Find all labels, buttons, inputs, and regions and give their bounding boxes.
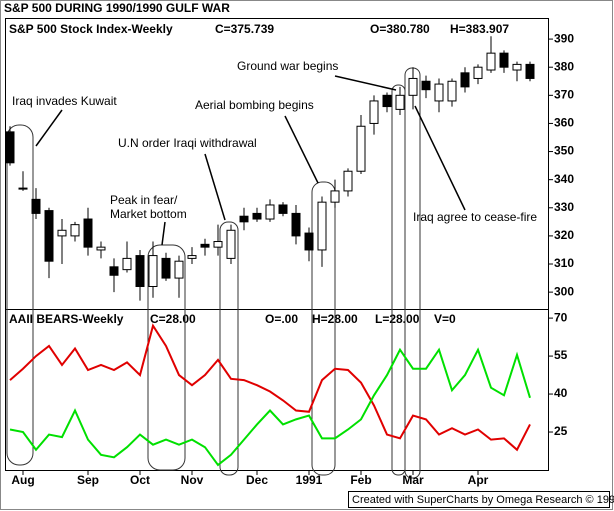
annotation-shapes — [6, 67, 466, 479]
arrow — [414, 105, 466, 211]
header: S&P 500 Stock Index-Weekly — [9, 22, 173, 36]
annotation: Ground war begins — [237, 59, 338, 73]
arrow — [35, 109, 63, 147]
candle-body — [44, 210, 54, 262]
footer-box — [348, 491, 610, 508]
y-tick-label: 330 — [554, 200, 574, 214]
x-tick-label: Nov — [181, 473, 204, 487]
candle-body — [252, 212, 262, 220]
candle-body — [356, 125, 366, 172]
x-tick-label: Aug — [11, 473, 34, 487]
candle-body — [473, 66, 483, 79]
series-line — [9, 323, 531, 452]
y-tick-label: 25 — [554, 424, 568, 438]
candle-body — [5, 131, 15, 164]
y-tick-label: 370 — [554, 87, 574, 101]
plot-frame — [5, 18, 549, 471]
y-tick-label: 360 — [554, 116, 574, 130]
y-tick-label: 310 — [554, 256, 574, 270]
candle-body — [499, 52, 509, 68]
candle-body — [460, 72, 470, 88]
candle-body — [122, 257, 132, 271]
candle-body — [31, 198, 41, 214]
candle-body — [421, 80, 431, 91]
annotation: Iraq invades Kuwait — [12, 94, 117, 108]
candle-body — [525, 63, 535, 79]
candle-body — [343, 170, 353, 192]
annotation: Aerial bombing begins — [195, 98, 314, 112]
header: O=380.780 — [370, 22, 430, 36]
header: H=383.907 — [450, 22, 509, 36]
y-tick-label: 320 — [554, 228, 574, 242]
y-tick-label: 350 — [554, 144, 574, 158]
candle-body — [330, 190, 340, 203]
candle-body — [395, 94, 405, 110]
header: L=28.00 — [375, 312, 420, 326]
candle-body — [486, 52, 496, 71]
chart-title: S&P 500 DURING 1990/1990 GULF WAR — [4, 1, 230, 15]
header: AAII BEARS-Weekly — [9, 312, 124, 326]
candle-body — [70, 224, 80, 237]
x-tick-label: Oct — [130, 473, 150, 487]
candle-body — [239, 215, 249, 223]
candle-body — [18, 187, 28, 190]
x-tick-label: Apr — [468, 473, 489, 487]
candle-body — [161, 257, 171, 279]
y-tick-label: 380 — [554, 59, 574, 73]
candle-body — [291, 212, 301, 237]
candle-body — [408, 77, 418, 96]
candle-body — [109, 266, 119, 276]
highlight-oval — [147, 244, 186, 471]
candle-body — [174, 260, 184, 279]
y-tick-label: 340 — [554, 172, 574, 186]
candle-body — [447, 80, 457, 102]
candle-body — [512, 63, 522, 71]
highlight-oval — [219, 221, 239, 476]
candle-body — [317, 201, 327, 251]
arrow — [334, 75, 397, 91]
candle-body — [226, 229, 236, 259]
header: O=.00 — [265, 312, 298, 326]
arrow — [161, 221, 166, 246]
candle-body — [434, 83, 444, 102]
x-tick-label: Sep — [77, 473, 99, 487]
annotation: Market bottom — [110, 207, 187, 221]
candle-body — [200, 243, 210, 248]
candle-body — [369, 100, 379, 124]
annotation: Iraq agree to cease-fire — [413, 210, 537, 224]
y-tick-label: 390 — [554, 31, 574, 45]
arrow — [284, 115, 319, 184]
x-tick-label: Mar — [402, 473, 424, 487]
header: C=28.00 — [150, 312, 196, 326]
candle-body — [382, 94, 392, 108]
x-tick-label: 1991 — [296, 473, 323, 487]
candle-body — [265, 204, 275, 220]
highlight-oval — [311, 181, 336, 476]
candle-body — [57, 229, 67, 237]
annotation: Peak in fear/ — [110, 193, 178, 207]
footer: Created with SuperCharts by Omega Resear… — [352, 494, 614, 506]
candle-body — [213, 241, 223, 248]
y-tick-label: 40 — [554, 386, 568, 400]
candle-body — [187, 255, 197, 259]
candle-body — [278, 204, 288, 214]
y-tick-label: 70 — [554, 310, 568, 324]
header: V=0 — [434, 312, 456, 326]
x-tick-label: Feb — [350, 473, 371, 487]
highlight-oval — [6, 124, 34, 466]
y-tick-label: 300 — [554, 284, 574, 298]
header: C=375.739 — [215, 22, 274, 36]
candle-body — [148, 255, 158, 288]
candle-body — [83, 218, 93, 248]
series-line — [9, 347, 531, 467]
y-tick-label: 55 — [554, 348, 568, 362]
candle-body — [135, 255, 145, 288]
x-tick-label: Dec — [246, 473, 268, 487]
candle-body — [96, 246, 106, 251]
arrow — [204, 153, 226, 221]
candle-body — [304, 232, 314, 251]
annotation: U.N order Iraqi withdrawal — [118, 136, 257, 150]
